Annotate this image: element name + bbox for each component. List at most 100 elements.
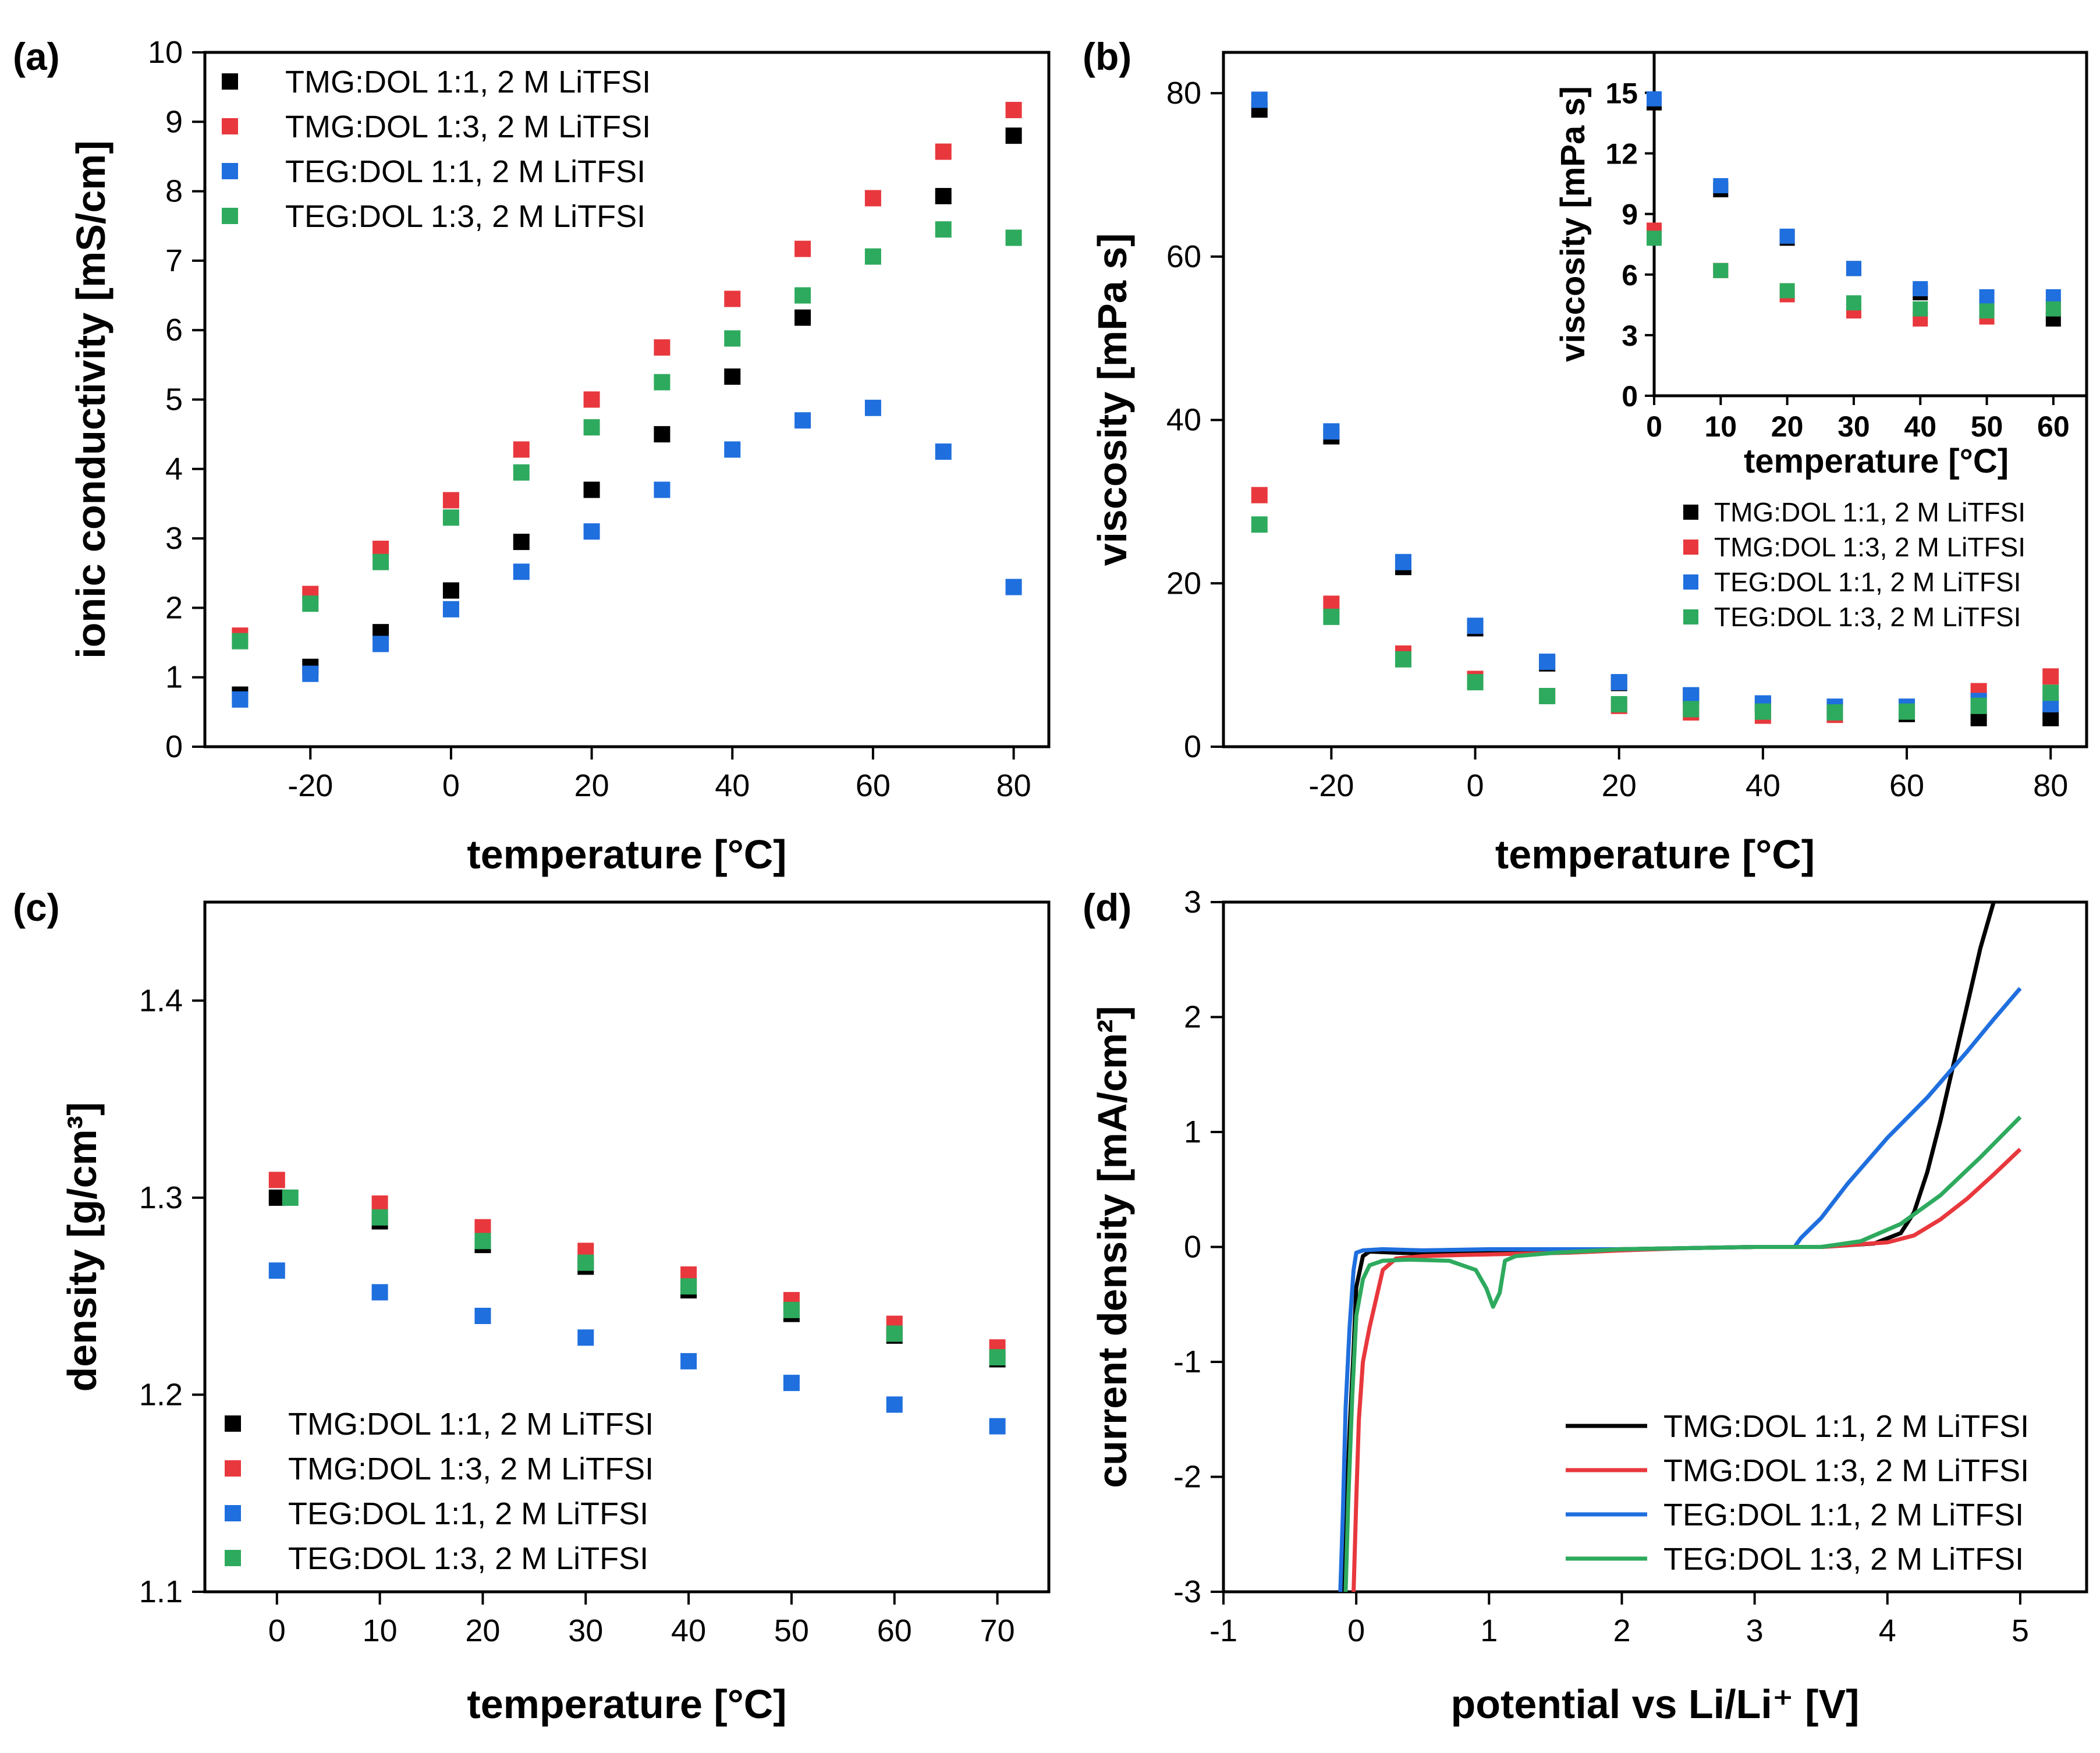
inset-data-point: [1913, 281, 1928, 297]
data-point: [373, 636, 389, 652]
data-point: [654, 374, 671, 391]
panel-d: -1 0 1 2 3 4 5 -3 -2 -1 0 1 2 3 (d) potential vs Li/Li⁺…: [1083, 885, 2088, 1727]
legend-entry: TEG:DOL 1:3, 2 M LiTFSI: [1714, 602, 2021, 632]
data-point: [935, 187, 952, 204]
x-tick-label: 0: [268, 1613, 286, 1648]
data-point: [654, 481, 671, 498]
y-tick-label: 1: [1184, 1115, 1201, 1149]
data-point: [680, 1278, 697, 1295]
legend-entry: TEG:DOL 1:3, 2 M LiTFSI: [285, 199, 645, 234]
inset-y-tick-label: 0: [1622, 380, 1638, 413]
data-point: [371, 1209, 388, 1226]
legend-swatch: [1683, 574, 1698, 590]
data-point: [724, 290, 741, 307]
data-point: [2042, 709, 2059, 726]
legend-entry: TMG:DOL 1:1, 2 M LiTFSI: [288, 1407, 654, 1442]
x-tick-label: -20: [1308, 768, 1354, 803]
data-point: [1005, 127, 1022, 144]
legend-entry: TMG:DOL 1:3, 2 M LiTFSI: [288, 1452, 654, 1486]
inset-x-tick-label: 0: [1646, 410, 1662, 443]
inset-data-point: [1779, 228, 1795, 244]
y-axis-label: viscosity [mPa s]: [1090, 233, 1135, 566]
y-tick-label: 1.4: [139, 983, 183, 1018]
legend-swatch: [222, 163, 238, 179]
data-point: [794, 287, 811, 304]
x-tick-label: 20: [465, 1613, 500, 1648]
x-tick-label: 5: [2012, 1613, 2029, 1648]
legend-entry: TMG:DOL 1:1, 2 M LiTFSI: [1714, 497, 2025, 527]
data-point: [1899, 703, 1915, 720]
data-point: [1826, 704, 1843, 721]
data-point: [783, 1301, 800, 1318]
data-point: [583, 391, 600, 408]
data-point: [1539, 654, 1556, 670]
plot-frame: [203, 900, 1051, 1594]
data-point: [268, 1172, 285, 1188]
data-point: [886, 1396, 903, 1413]
inset-data-point: [1647, 230, 1662, 246]
x-tick-label: 0: [1347, 1613, 1365, 1648]
inset-y-tick-label: 15: [1605, 77, 1638, 109]
data-point: [1611, 674, 1627, 691]
data-point: [583, 523, 600, 540]
y-tick-label: 0: [1184, 729, 1201, 764]
inset-y-tick-label: 12: [1605, 138, 1638, 171]
legend-entry: TEG:DOL 1:1, 2 M LiTFSI: [1663, 1497, 2024, 1532]
inset-data-point: [1647, 91, 1662, 107]
y-tick-label: 20: [1166, 566, 1201, 601]
inset-x-tick-label: 40: [1904, 410, 1936, 443]
data-point: [474, 1308, 491, 1324]
data-point: [864, 399, 881, 416]
inset-data-point: [1779, 283, 1795, 299]
inset-y-axis-label: viscosity [mPa s]: [1554, 86, 1592, 362]
legend-entry: TMG:DOL 1:1, 2 M LiTFSI: [1663, 1409, 2029, 1444]
y-tick-label: 1.1: [139, 1574, 183, 1609]
data-point: [474, 1233, 491, 1250]
data-point: [373, 553, 389, 570]
inset-data-point: [1846, 295, 1861, 311]
legend-entry: TMG:DOL 1:3, 2 M LiTFSI: [1714, 532, 2025, 562]
data-point: [1005, 229, 1022, 246]
data-point: [935, 443, 952, 460]
data-point: [1395, 553, 1411, 570]
legend-swatch: [225, 1505, 241, 1521]
inset-y-tick-label: 6: [1622, 259, 1638, 292]
y-tick-label: 0: [1184, 1230, 1201, 1265]
y-tick-label: 40: [1166, 403, 1201, 438]
legend-swatch: [1683, 505, 1698, 520]
data-point: [1467, 618, 1484, 634]
x-tick-label: 2: [1613, 1613, 1630, 1648]
data-point: [1251, 516, 1268, 533]
data-point: [864, 248, 881, 265]
x-tick-label: 1: [1480, 1613, 1498, 1648]
data-point: [474, 1219, 491, 1236]
x-tick-label: 60: [856, 768, 891, 803]
inset-x-tick-label: 20: [1771, 410, 1804, 443]
data-point: [794, 240, 811, 257]
legend-swatch: [222, 118, 238, 134]
data-point: [2042, 668, 2059, 685]
legend-swatch: [222, 208, 238, 224]
inset-data-point: [1713, 178, 1729, 194]
data-point: [1251, 91, 1268, 108]
y-tick-label: 7: [165, 243, 183, 278]
legend-swatch: [1683, 609, 1698, 624]
x-tick-label: 70: [980, 1613, 1015, 1648]
y-tick-label: 5: [165, 382, 183, 417]
legend-swatch: [225, 1550, 241, 1566]
panel-a: -20 0 20 40 60 80 0 1 2 3 4 5 6 7 8 9 10 (a) temperature […: [13, 35, 1051, 877]
x-axis-label: potential vs Li/Li⁺ [V]: [1451, 1681, 1860, 1727]
inset-x-tick-label: 10: [1704, 410, 1737, 443]
y-axis-label: density [g/cm³]: [59, 1102, 105, 1392]
data-point: [989, 1418, 1006, 1435]
data-point: [1683, 687, 1700, 704]
y-tick-label: 6: [165, 313, 183, 347]
inset-data-point: [1913, 301, 1928, 317]
data-point: [1970, 697, 1987, 714]
data-point: [583, 481, 600, 498]
y-tick-label: 4: [165, 452, 183, 487]
data-point: [302, 665, 319, 682]
series-line-3: [1343, 1115, 2022, 1592]
data-point: [1683, 701, 1700, 718]
data-point: [442, 601, 459, 618]
